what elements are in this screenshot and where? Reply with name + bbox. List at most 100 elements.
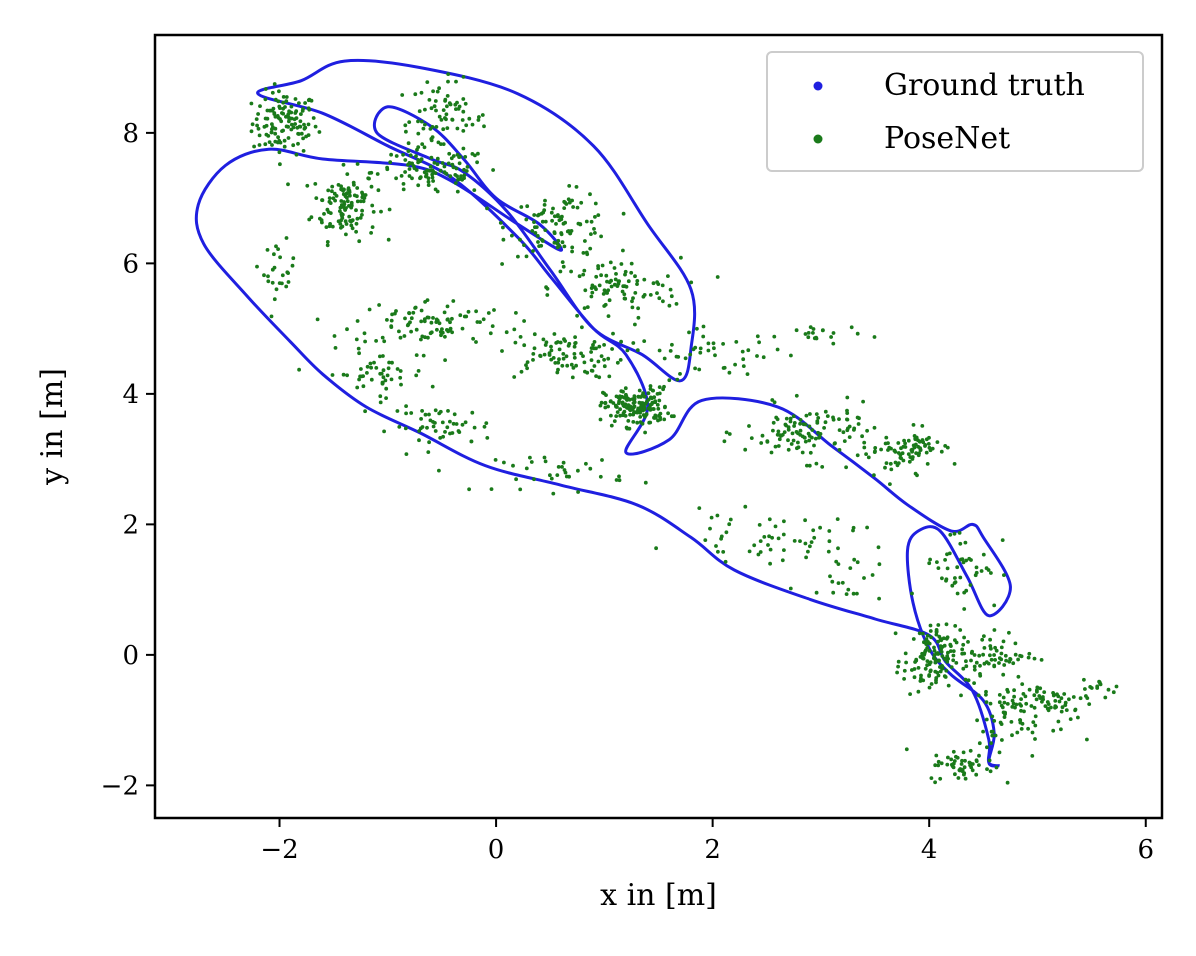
posenet-point <box>555 214 560 219</box>
posenet-point <box>557 347 562 352</box>
posenet-point <box>823 409 828 414</box>
posenet-point <box>561 221 566 226</box>
posenet-point <box>992 628 997 632</box>
posenet-point <box>359 367 363 371</box>
posenet-point <box>636 315 641 320</box>
posenet-point <box>357 239 362 244</box>
posenet-point <box>806 331 811 335</box>
posenet-point <box>962 651 967 656</box>
posenet-point <box>626 279 631 284</box>
posenet-point <box>348 193 352 198</box>
posenet-point <box>833 441 837 446</box>
posenet-point <box>798 428 803 433</box>
posenet-point <box>1005 702 1010 706</box>
posenet-point <box>651 407 655 411</box>
posenet-point <box>1057 699 1062 704</box>
posenet-point <box>829 335 833 339</box>
posenet-point <box>566 229 571 233</box>
posenet-point <box>267 108 272 113</box>
posenet-point <box>435 156 440 161</box>
posenet-point <box>654 546 658 551</box>
posenet-point <box>934 753 939 758</box>
posenet-point <box>597 283 602 288</box>
posenet-point <box>385 165 389 170</box>
posenet-point <box>577 274 582 279</box>
posenet-point <box>416 119 420 124</box>
posenet-point <box>369 365 373 370</box>
posenet-point <box>510 233 514 238</box>
posenet-point <box>355 385 360 390</box>
posenet-point <box>381 368 386 373</box>
posenet-point <box>363 409 367 414</box>
posenet-point <box>906 438 911 443</box>
posenet-point <box>594 274 599 279</box>
posenet-point <box>614 394 619 399</box>
posenet-point <box>432 104 437 109</box>
posenet-point <box>419 119 424 124</box>
legend-label-ground-truth: Ground truth <box>884 68 1085 103</box>
posenet-point <box>562 206 567 211</box>
posenet-point <box>657 385 662 389</box>
posenet-point <box>769 450 774 455</box>
posenet-point <box>1016 657 1020 662</box>
posenet-point <box>903 651 908 656</box>
posenet-point <box>767 517 772 522</box>
posenet-point <box>406 141 411 146</box>
posenet-point <box>855 331 860 336</box>
posenet-point <box>817 434 822 439</box>
posenet-point <box>982 634 986 638</box>
posenet-point <box>269 314 274 319</box>
posenet-point <box>1005 780 1010 785</box>
posenet-point <box>475 320 480 324</box>
posenet-point <box>380 381 385 386</box>
posenet-point <box>355 319 360 323</box>
posenet-point <box>789 442 794 446</box>
posenet-point <box>443 97 448 102</box>
posenet-point <box>431 89 435 94</box>
posenet-point <box>342 202 347 207</box>
posenet-point <box>1012 688 1016 693</box>
posenet-point <box>599 234 603 239</box>
posenet-point <box>1106 687 1111 692</box>
posenet-point <box>430 172 435 177</box>
posenet-point <box>566 197 571 202</box>
posenet-point <box>635 348 640 353</box>
posenet-point <box>555 473 560 477</box>
posenet-point <box>794 430 799 434</box>
posenet-point <box>300 109 305 113</box>
posenet-point <box>961 750 966 755</box>
posenet-point <box>281 128 285 133</box>
posenet-point <box>432 161 437 165</box>
posenet-point <box>762 535 767 539</box>
posenet-point <box>532 332 537 337</box>
posenet-point <box>951 765 956 770</box>
posenet-point <box>529 460 534 464</box>
posenet-point <box>955 565 960 570</box>
posenet-point <box>757 340 761 345</box>
posenet-point <box>842 439 847 443</box>
posenet-point <box>669 414 674 419</box>
posenet-point <box>921 631 925 636</box>
posenet-point <box>363 339 367 344</box>
posenet-point <box>433 99 438 103</box>
posenet-point <box>918 447 923 452</box>
posenet-point <box>798 539 802 543</box>
posenet-point <box>599 354 604 358</box>
posenet-point <box>773 524 778 529</box>
posenet-point <box>454 422 459 426</box>
posenet-point <box>404 411 408 416</box>
posenet-point <box>788 586 793 591</box>
posenet-point <box>583 369 587 374</box>
posenet-point <box>367 171 372 175</box>
posenet-point <box>377 303 381 307</box>
posenet-point <box>570 249 574 254</box>
posenet-point <box>270 143 274 147</box>
posenet-point <box>958 767 963 771</box>
posenet-point <box>317 130 322 134</box>
posenet-point <box>1085 737 1089 742</box>
posenet-point <box>749 436 754 440</box>
posenet-point <box>1060 705 1065 710</box>
posenet-point <box>573 341 578 345</box>
posenet-point <box>407 311 411 315</box>
posenet-point <box>296 141 300 146</box>
